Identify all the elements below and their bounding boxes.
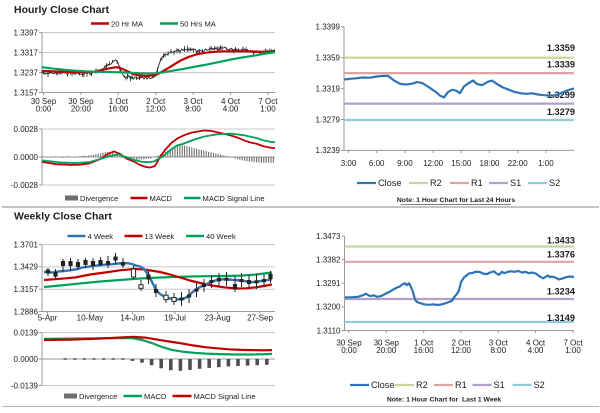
svg-text:7 Oct: 7 Oct [563, 339, 583, 348]
svg-text:MACD Signal Line: MACD Signal Line [203, 194, 265, 203]
svg-text:2 Oct: 2 Oct [451, 339, 471, 348]
svg-text:1.3237: 1.3237 [14, 68, 39, 77]
svg-text:1.3279: 1.3279 [316, 115, 341, 124]
svg-text:S1: S1 [510, 178, 521, 188]
svg-text:0.0028: 0.0028 [14, 125, 39, 134]
svg-text:4 Oct: 4 Oct [526, 339, 546, 348]
svg-text:9:00: 9:00 [397, 159, 413, 168]
svg-text:8:00: 8:00 [185, 105, 201, 114]
svg-text:40 Week: 40 Week [206, 232, 236, 241]
svg-text:23-Aug: 23-Aug [205, 314, 231, 323]
svg-text:Divergence: Divergence [80, 194, 118, 203]
svg-text:1 Oct: 1 Oct [109, 97, 129, 106]
svg-text:1.3279: 1.3279 [547, 107, 575, 117]
svg-text:12:00: 12:00 [146, 105, 167, 114]
svg-text:5-Apr: 5-Apr [38, 314, 58, 323]
svg-text:12:00: 12:00 [423, 159, 444, 168]
svg-text:8:00: 8:00 [491, 346, 507, 355]
svg-text:4:00: 4:00 [223, 105, 239, 114]
svg-text:1:00: 1:00 [260, 105, 276, 114]
svg-text:1.3149: 1.3149 [547, 313, 575, 323]
svg-text:1.3317: 1.3317 [14, 48, 39, 57]
svg-text:1.3382: 1.3382 [316, 256, 341, 265]
svg-text:1.3359: 1.3359 [316, 54, 341, 63]
svg-text:1.3291: 1.3291 [316, 279, 341, 288]
svg-text:30 Sep: 30 Sep [31, 97, 57, 106]
svg-text:1.3157: 1.3157 [14, 285, 39, 294]
svg-text:1:00: 1:00 [538, 159, 554, 168]
svg-text:1.3429: 1.3429 [14, 263, 39, 272]
svg-text:0.0000: 0.0000 [14, 153, 39, 162]
svg-text:30 Sep: 30 Sep [374, 339, 400, 348]
svg-text:1.3299: 1.3299 [547, 90, 575, 100]
svg-text:15:00: 15:00 [451, 159, 472, 168]
svg-text:MACD: MACD [150, 194, 173, 203]
svg-text:0.0139: 0.0139 [14, 328, 39, 337]
svg-text:Note: 1 Hour Chart for Last 1: Note: 1 Hour Chart for Last 1 Week [387, 397, 502, 404]
svg-text:1.3473: 1.3473 [316, 232, 341, 241]
svg-text:0:00: 0:00 [36, 105, 52, 114]
svg-text:1.2886: 1.2886 [14, 307, 39, 316]
svg-text:0.0000: 0.0000 [14, 355, 39, 364]
svg-text:R1: R1 [471, 178, 483, 188]
svg-text:1.3234: 1.3234 [547, 287, 576, 297]
svg-text:7 Oct: 7 Oct [258, 97, 278, 106]
svg-text:1.3157: 1.3157 [14, 88, 39, 97]
svg-text:50 Hrs MA: 50 Hrs MA [180, 20, 217, 29]
svg-text:20:00: 20:00 [376, 346, 397, 355]
svg-text:MACD: MACD [144, 392, 167, 401]
svg-text:1 Oct: 1 Oct [414, 339, 434, 348]
svg-text:S2: S2 [549, 178, 560, 188]
svg-text:Note: 1 Hour Chart for Last 24: Note: 1 Hour Chart for Last 24 Hours [397, 197, 515, 204]
svg-text:1.3239: 1.3239 [316, 146, 341, 155]
svg-text:1:00: 1:00 [565, 346, 581, 355]
svg-text:6:00: 6:00 [369, 159, 385, 168]
svg-text:20 Hr MA: 20 Hr MA [111, 20, 144, 29]
svg-text:1.3376: 1.3376 [547, 250, 575, 260]
svg-text:R2: R2 [430, 178, 442, 188]
svg-text:R1: R1 [455, 380, 467, 390]
svg-text:1.3359: 1.3359 [547, 43, 575, 53]
svg-text:Close: Close [378, 178, 402, 188]
svg-text:-0.0028: -0.0028 [11, 181, 39, 190]
svg-text:30 Sep: 30 Sep [68, 97, 94, 106]
svg-text:-0.0139: -0.0139 [11, 381, 39, 390]
svg-text:19-Jul: 19-Jul [164, 314, 186, 323]
svg-text:27-Sep: 27-Sep [247, 314, 273, 323]
svg-text:S2: S2 [534, 380, 545, 390]
svg-text:Weekly Close Chart: Weekly Close Chart [14, 211, 112, 223]
svg-text:0:00: 0:00 [341, 346, 357, 355]
svg-text:1.3110: 1.3110 [317, 326, 341, 335]
svg-text:18:00: 18:00 [479, 159, 500, 168]
svg-text:1.3339: 1.3339 [547, 60, 575, 70]
svg-text:4 Week: 4 Week [88, 232, 114, 241]
svg-text:2 Oct: 2 Oct [146, 97, 166, 106]
svg-text:Divergence: Divergence [79, 392, 117, 401]
svg-text:30 Sep: 30 Sep [336, 339, 362, 348]
svg-text:12:00: 12:00 [451, 346, 472, 355]
svg-text:1.3399: 1.3399 [316, 23, 341, 32]
svg-text:3 Oct: 3 Oct [184, 97, 204, 106]
svg-text:1.3200: 1.3200 [316, 303, 341, 312]
svg-text:R2: R2 [416, 380, 428, 390]
svg-text:1.3701: 1.3701 [14, 240, 39, 249]
svg-text:1.3433: 1.3433 [547, 236, 575, 246]
svg-text:13 Week: 13 Week [145, 232, 175, 241]
svg-text:Close: Close [371, 380, 395, 390]
svg-text:3 Oct: 3 Oct [489, 339, 509, 348]
svg-text:20:00: 20:00 [71, 105, 92, 114]
svg-text:Hourly Close Chart: Hourly Close Chart [14, 4, 110, 16]
svg-text:MACD Signal Line: MACD Signal Line [194, 392, 256, 401]
svg-text:3:00: 3:00 [341, 159, 357, 168]
svg-text:16:00: 16:00 [108, 105, 129, 114]
svg-text:14-Jun: 14-Jun [120, 314, 144, 323]
svg-text:10-May: 10-May [77, 314, 104, 323]
svg-text:4 Oct: 4 Oct [221, 97, 241, 106]
svg-text:1.3397: 1.3397 [14, 28, 39, 37]
svg-text:4:00: 4:00 [528, 346, 544, 355]
svg-text:1.3319: 1.3319 [316, 84, 341, 93]
svg-text:22:00: 22:00 [508, 159, 529, 168]
svg-text:S1: S1 [494, 380, 505, 390]
svg-text:16:00: 16:00 [414, 346, 435, 355]
